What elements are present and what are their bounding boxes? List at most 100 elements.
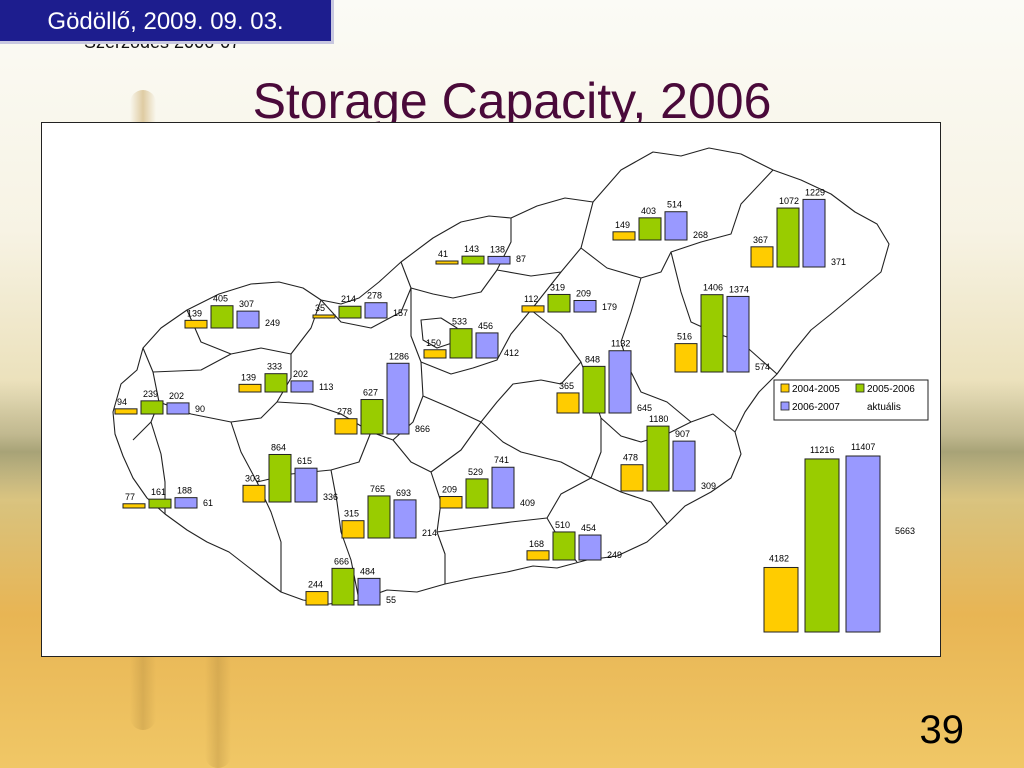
legend-label-2004-2005: 2004-2005 [792, 384, 840, 395]
bar-label-hajdu-2005-2006: 1406 [703, 283, 723, 293]
bar-zala-2006-2007 [174, 497, 198, 509]
country-outline [112, 147, 890, 605]
bar-hajdu-2004-2005 [674, 343, 698, 373]
bar-borsod-2004-2005 [612, 231, 636, 241]
bar-somogy-2005-2006 [268, 453, 292, 503]
legend-swatch-2006-2007 [780, 401, 790, 411]
region-bars-bacs: 209 529 741 409 [439, 455, 535, 509]
legend-box [773, 379, 929, 421]
bar-gyor-2005-2006 [210, 305, 234, 329]
bar-csongrad-2004-2005 [526, 550, 550, 561]
region-bars-gyor: 139 405 307 249 [184, 294, 280, 329]
bar-tolna-2004-2005 [341, 520, 365, 539]
bar-label-vas-2005-2006: 239 [143, 389, 158, 399]
bar-label-heves-2004-2005: 112 [524, 294, 538, 304]
bar-label-borsod-2006-2007: 514 [667, 200, 682, 210]
region-bars-tolna: 315 765 693 214 [341, 484, 437, 539]
bar-jasz-2005-2006 [582, 365, 606, 414]
bar-label-tolna-2005-2006: 765 [370, 484, 385, 494]
region-bars-hajdu: 516 1406 1374 574 [674, 283, 770, 373]
bar-label-tolna-2004-2005: 315 [344, 509, 359, 519]
bar-tolna-2005-2006 [367, 495, 391, 539]
bar-label-pest-n-2004-2005: 41 [438, 249, 448, 259]
bar-pest-n-2004-2005 [435, 260, 459, 265]
bar-label-szabolcs-aktualis: 371 [831, 257, 846, 267]
bar-pest-n-2006-2007 [487, 255, 511, 265]
total-bars: 4182 11216 11407 5663 [763, 442, 915, 633]
bar-label-fejer-2005-2006: 627 [363, 388, 378, 398]
bar-label-baranya-aktualis: 55 [386, 595, 396, 605]
bar-label-hajdu-2006-2007: 1374 [729, 284, 749, 294]
total-bar-label-2005-2006: 11216 [810, 445, 834, 455]
county-border [152, 353, 232, 373]
bar-szabolcs-2006-2007 [802, 198, 826, 268]
region-bars-heves: 112 319 209 179 [521, 282, 617, 313]
bar-komarom-2006-2007 [364, 302, 388, 319]
bar-bekes-2006-2007 [672, 440, 696, 492]
total-bar-2004-2005 [763, 566, 799, 633]
bar-label-somogy-2004-2005: 303 [245, 473, 260, 483]
bar-jasz-2004-2005 [556, 392, 580, 414]
county-border [410, 218, 512, 299]
legend-label-2005-2006: 2005-2006 [867, 384, 915, 395]
bar-szabolcs-2005-2006 [776, 207, 800, 268]
region-bars-csongrad: 168 510 454 249 [526, 520, 622, 561]
bar-label-jasz-2006-2007: 1132 [611, 339, 630, 349]
region-bars-zala: 77 161 188 61 [122, 486, 213, 509]
region-bars-veszprem: 139 333 202 113 [238, 362, 333, 393]
total-bar-2005-2006 [804, 458, 840, 633]
region-bars-pest-n: 41 143 138 87 [435, 244, 526, 265]
bar-label-komarom-2005-2006: 214 [341, 294, 356, 304]
bar-label-fejer-2006-2007: 1286 [389, 351, 409, 361]
bar-label-jasz-aktualis: 645 [637, 403, 652, 413]
bar-label-vas-aktualis: 90 [195, 404, 205, 414]
bar-vas-2004-2005 [114, 408, 138, 415]
bar-label-bekes-2004-2005: 478 [623, 453, 638, 463]
bar-label-bekes-aktualis: 309 [701, 481, 716, 491]
bar-label-szabolcs-2004-2005: 367 [753, 235, 768, 245]
bar-label-fejer-aktualis: 866 [415, 424, 430, 434]
bar-fejer-2006-2007 [386, 362, 410, 435]
county-border [480, 421, 592, 479]
county-border [422, 395, 482, 423]
bar-label-heves-2005-2006: 319 [550, 282, 565, 292]
bar-somogy-2006-2007 [294, 467, 318, 503]
slide-title: Storage Capacity, 2006 [252, 73, 772, 129]
bar-label-tolna-aktualis: 214 [422, 528, 437, 538]
bar-label-zala-aktualis: 61 [203, 498, 213, 508]
bar-label-csongrad-2005-2006: 510 [555, 520, 570, 530]
bar-baranya-2004-2005 [305, 591, 329, 606]
bar-label-veszprem-2004-2005: 139 [241, 372, 256, 382]
bar-label-pest-n-aktualis: 87 [516, 254, 526, 264]
bar-label-bacs-aktualis: 409 [520, 498, 535, 508]
bar-label-somogy-2005-2006: 864 [271, 442, 286, 452]
bar-label-gyor-2004-2005: 139 [187, 308, 202, 318]
bar-label-baranya-2005-2006: 666 [334, 556, 349, 566]
bar-label-csongrad-2004-2005: 168 [529, 539, 544, 549]
bar-label-szabolcs-2006-2007: 1229 [805, 187, 825, 197]
bar-fejer-2005-2006 [360, 399, 384, 435]
bar-veszprem-2005-2006 [264, 373, 288, 393]
county-border [150, 421, 166, 514]
county-border [158, 354, 292, 423]
bar-label-pest-n-2005-2006: 143 [464, 244, 479, 254]
bar-label-heves-2006-2007: 209 [576, 289, 591, 299]
bar-pest-n-2005-2006 [461, 255, 485, 265]
bar-label-hajdu-2004-2005: 516 [677, 332, 692, 342]
bar-label-jasz-2004-2005: 365 [559, 381, 574, 391]
bar-label-bekes-2006-2007: 907 [675, 429, 690, 439]
region-bars-borsod: 149 403 514 268 [612, 200, 708, 241]
region-bars-budapest: 150 533 456 412 [423, 317, 519, 359]
bar-label-vas-2004-2005: 94 [117, 397, 127, 407]
bar-label-gyor-aktualis: 249 [265, 318, 280, 328]
bar-veszprem-2004-2005 [238, 383, 262, 393]
bar-bekes-2004-2005 [620, 464, 644, 492]
region-bars-vas: 94 239 202 90 [114, 389, 205, 415]
legend-label-aktuális: aktuális [867, 402, 901, 413]
bar-label-bacs-2005-2006: 529 [468, 467, 483, 477]
bar-label-budapest-2004-2005: 150 [426, 338, 441, 348]
bar-vas-2005-2006 [140, 400, 164, 415]
bar-label-zala-2005-2006: 161 [151, 487, 166, 497]
bar-label-heves-aktualis: 179 [602, 302, 617, 312]
bar-budapest-2006-2007 [475, 332, 499, 359]
